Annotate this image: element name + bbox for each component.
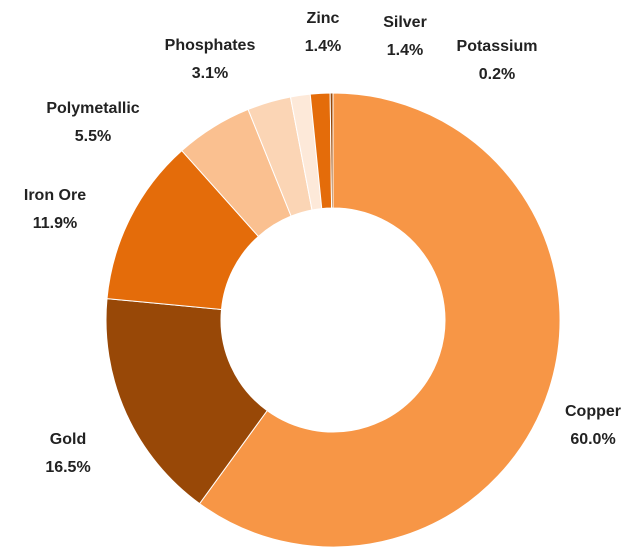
slice-value-label: 11.9% — [33, 215, 77, 232]
slice-value-label: 1.4% — [305, 38, 341, 55]
donut-slice — [329, 92, 334, 209]
donut-slice — [198, 92, 561, 547]
slice-label: Polymetallic — [46, 100, 139, 117]
slice-label: Gold — [50, 431, 86, 448]
slice-value-label: 5.5% — [75, 128, 111, 145]
donut-slice — [105, 298, 268, 505]
slice-label: Zinc — [307, 10, 340, 27]
slice-value-label: 60.0% — [570, 431, 615, 448]
slice-value-label: 0.2% — [479, 66, 515, 83]
slice-label: Potassium — [457, 38, 538, 55]
slice-value-label: 16.5% — [45, 459, 90, 476]
slice-label: Silver — [383, 14, 427, 31]
slice-label: Copper — [565, 403, 621, 420]
slice-value-label: 1.4% — [387, 42, 423, 59]
slice-label: Iron Ore — [24, 187, 86, 204]
slice-value-label: 3.1% — [192, 65, 228, 82]
slice-label: Phosphates — [165, 37, 256, 54]
